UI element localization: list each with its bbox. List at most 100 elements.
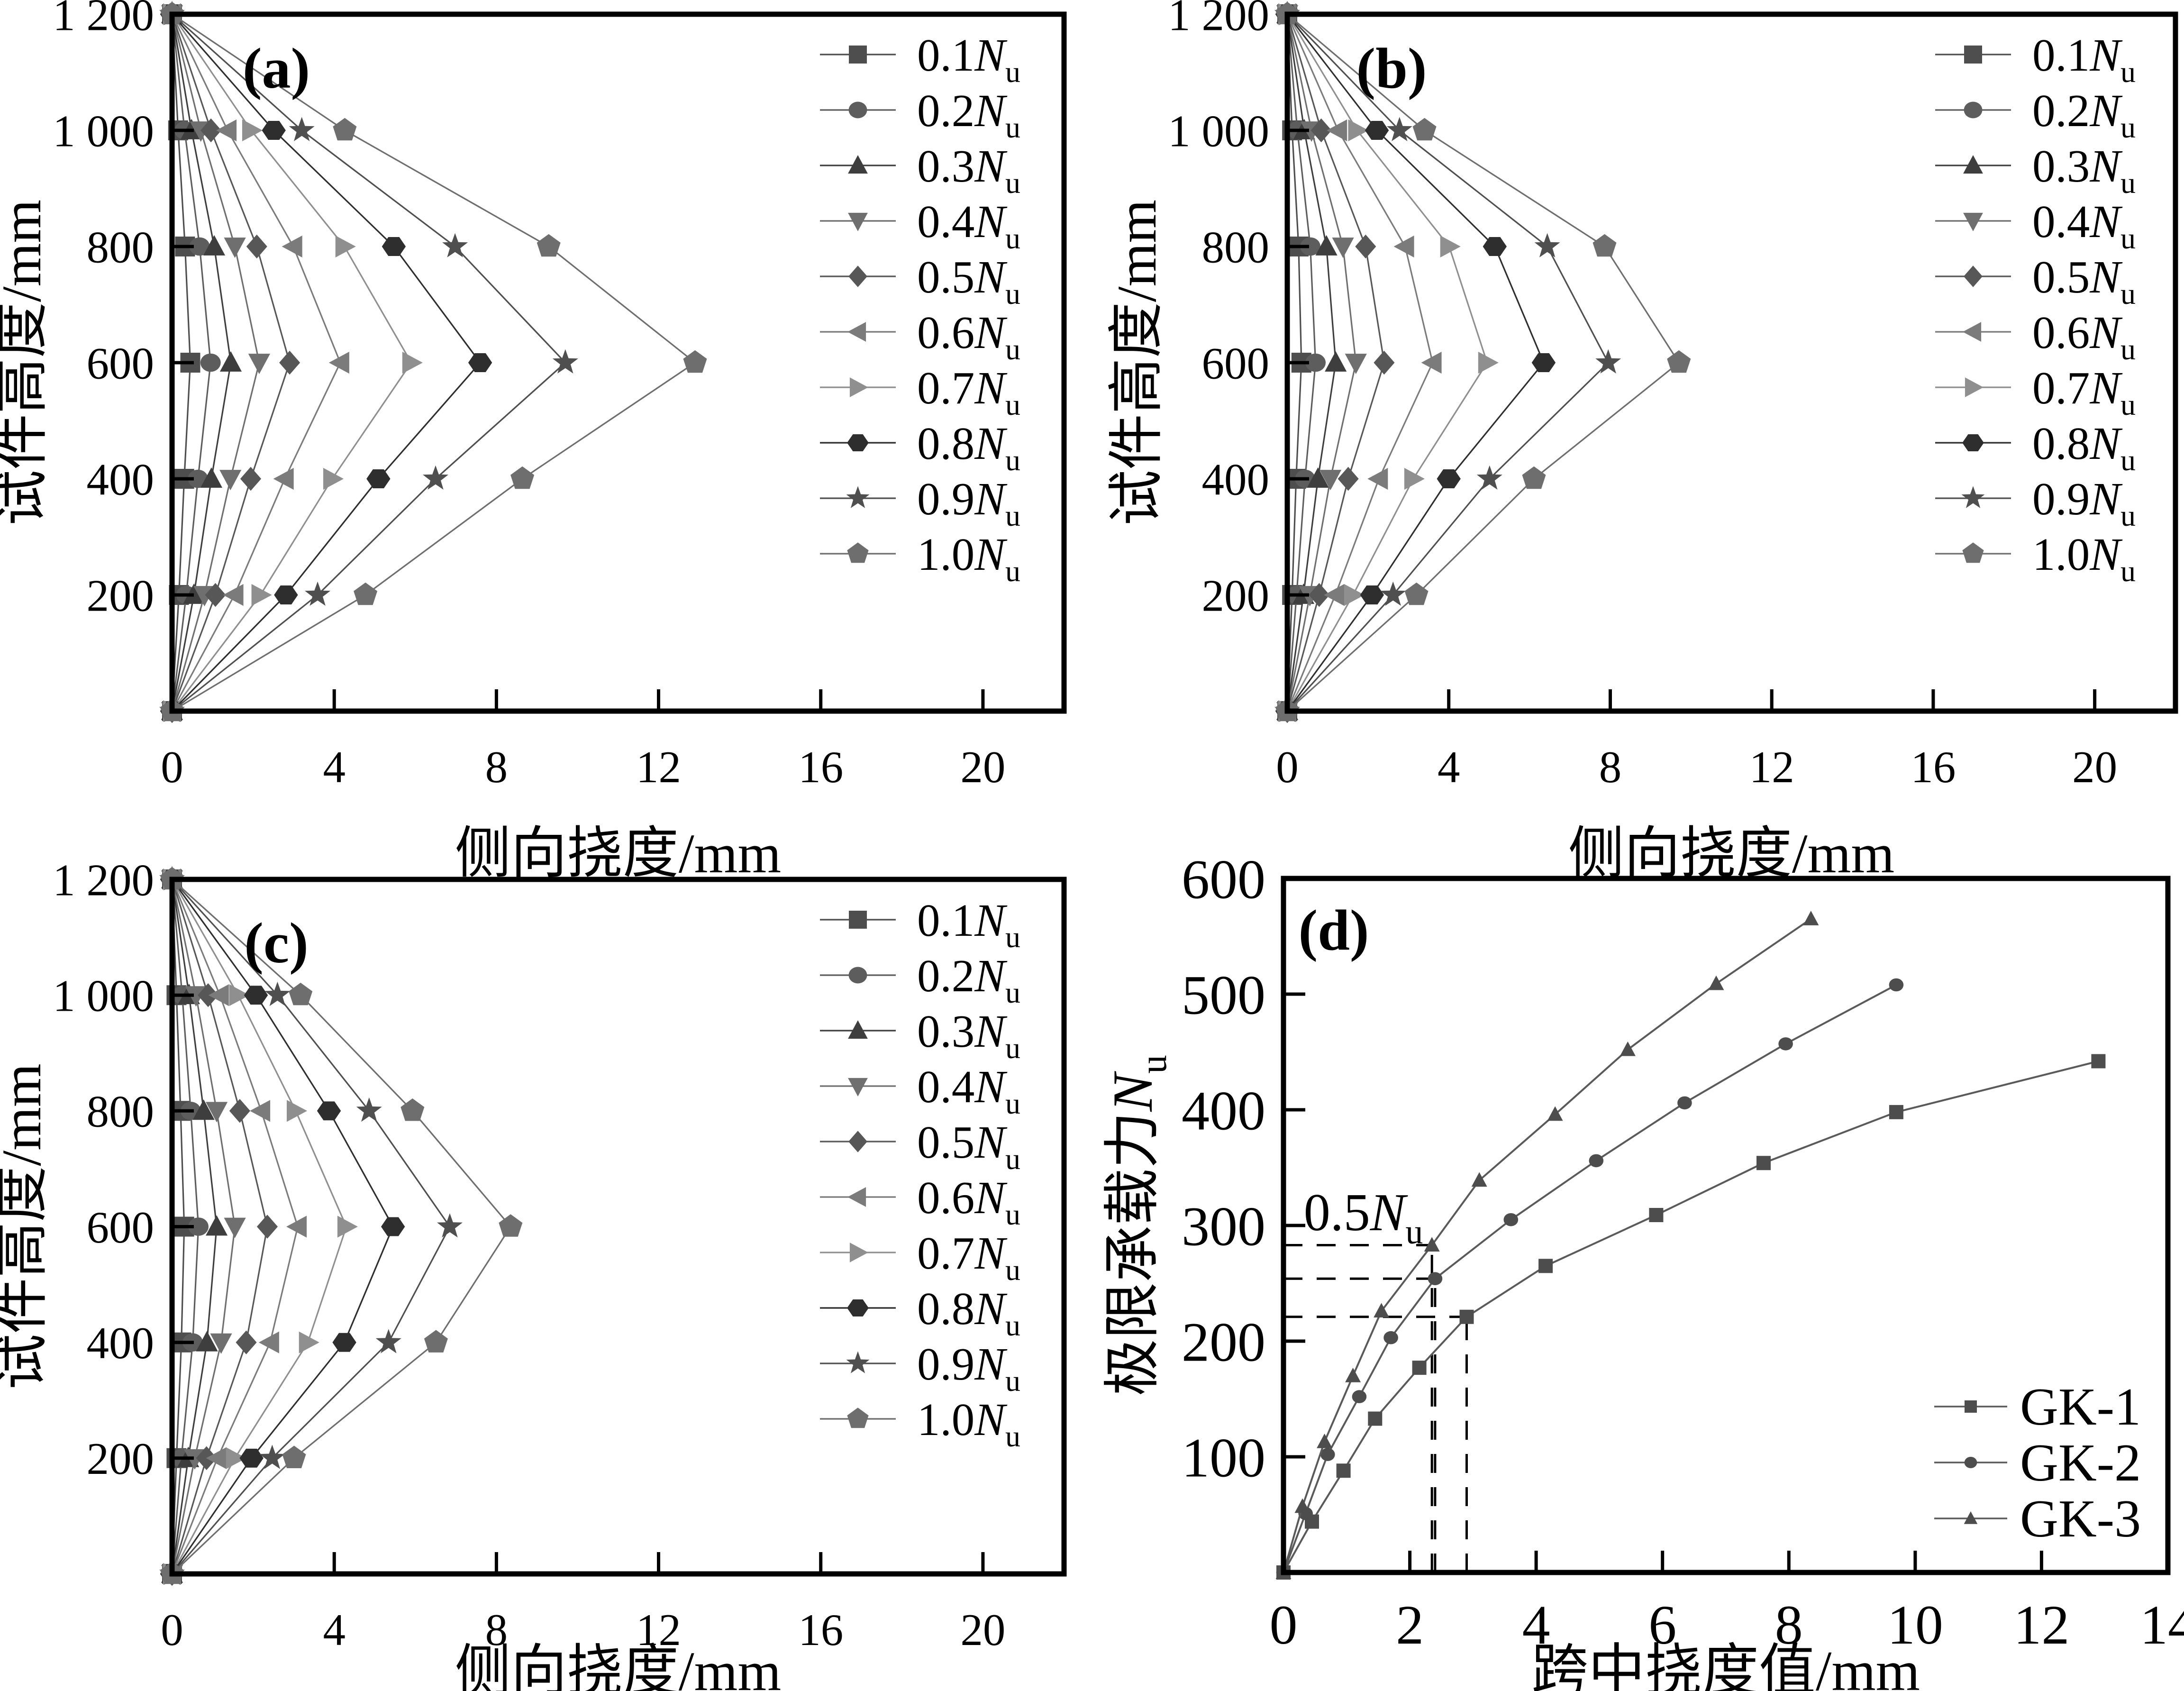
y-tick-label: 1 000	[53, 106, 154, 156]
x-tick-label: 8	[485, 742, 508, 792]
legend-marker-triangle-up	[1963, 155, 1983, 174]
legend-marker-triangle-right	[849, 377, 868, 397]
x-tick-label: 4	[1522, 1594, 1550, 1656]
legend-label: 0.8Nu	[917, 1283, 1020, 1342]
x-tick-label: 2	[1396, 1594, 1424, 1656]
legend-item-0.7Nu: 0.7Nu	[820, 1228, 1020, 1287]
marker-pentagon	[289, 982, 313, 1005]
x-tick-label: 0	[1270, 1594, 1298, 1656]
marker-star	[1595, 349, 1621, 374]
legend-marker-triangle-up	[848, 1020, 868, 1039]
panel-b: 0 4 8 12 16 20 200 400 600 800 1 000 1 200 侧向挠度/mm 试件…	[1106, 0, 2178, 885]
y-tick-label: 1 200	[1168, 0, 1269, 40]
marker-circle	[188, 1217, 209, 1236]
series-line-1.0	[172, 13, 697, 712]
x-tick-label: 0	[161, 1605, 183, 1655]
legend-label: GK-3	[2020, 1490, 2141, 1548]
legend-label: GK-2	[2020, 1434, 2141, 1492]
marker-star	[1534, 233, 1560, 257]
marker-triangle-right	[299, 1331, 319, 1353]
marker-circle	[1677, 1096, 1692, 1110]
marker-star	[264, 981, 291, 1006]
legend-marker-square	[849, 911, 867, 929]
legend-item-0.1Nu: 0.1Nu	[820, 30, 1020, 89]
y-tick-label: 500	[1182, 964, 1265, 1026]
x-tick-label: 8	[1775, 1594, 1803, 1656]
marker-hexagon	[1531, 353, 1556, 372]
marker-diamond	[1309, 583, 1330, 607]
marker-triangle-down	[210, 1333, 232, 1354]
legend-label: 0.8Nu	[917, 418, 1020, 477]
legend-marker-triangle-down	[848, 212, 868, 231]
marker-hexagon	[366, 469, 391, 488]
legend-item-0.3Nu: 0.3Nu	[820, 1006, 1020, 1065]
legend-item-0.8Nu: 0.8Nu	[820, 418, 1020, 477]
legend-label: 0.5Nu	[917, 1117, 1020, 1176]
marker-triangle-up	[206, 1215, 228, 1236]
marker-pentagon	[537, 234, 561, 257]
legend-item-GK-2: GK-2	[1934, 1434, 2141, 1492]
x-axis-label: 侧向挠度/mm	[455, 823, 781, 885]
x-axis-label: 侧向挠度/mm	[1568, 823, 1894, 885]
legend-label: 0.1Nu	[2032, 30, 2136, 89]
marker-pentagon	[683, 350, 707, 373]
marker-hexagon	[1437, 469, 1461, 488]
marker-diamond	[256, 1215, 278, 1239]
marker-triangle-up	[219, 351, 242, 372]
marker-pentagon	[1522, 466, 1546, 489]
marker-hexagon	[239, 1448, 264, 1468]
y-tick-label: 800	[87, 222, 155, 272]
x-tick-label: 12	[636, 1605, 681, 1655]
marker-triangle-left	[282, 235, 302, 258]
marker-diamond	[200, 118, 222, 143]
legend-label: 0.9Nu	[2032, 474, 2136, 532]
marker-square	[2091, 1054, 2106, 1069]
marker-triangle-down	[224, 1217, 246, 1238]
marker-triangle-up	[1345, 1367, 1361, 1382]
marker-triangle-down	[1345, 354, 1367, 375]
legend-marker-triangle-right	[1965, 377, 1984, 397]
marker-triangle-down	[1320, 470, 1342, 491]
legend-marker-triangle-right	[849, 1243, 868, 1262]
y-axis-label: 极限承载力Nu	[1101, 1055, 1174, 1396]
legend-marker-diamond	[848, 1131, 867, 1152]
marker-diamond	[198, 983, 219, 1007]
marker-hexagon	[468, 353, 492, 372]
marker-square	[1368, 1411, 1383, 1426]
marker-hexagon	[274, 585, 298, 604]
marker-triangle-left	[1327, 119, 1347, 142]
legend-item-0.1Nu: 0.1Nu	[1935, 30, 2136, 89]
marker-triangle-down	[248, 354, 270, 375]
marker-triangle-left	[286, 1216, 307, 1238]
legend-marker-circle	[1964, 1457, 1977, 1468]
marker-pentagon	[354, 582, 378, 605]
legend-item-0.6Nu: 0.6Nu	[1935, 307, 2136, 366]
panel-tag-a: (a)	[243, 37, 310, 101]
y-tick-label: 1 000	[53, 970, 154, 1021]
y-tick-label: 600	[1202, 338, 1270, 388]
legend-label: 0.6Nu	[917, 307, 1020, 366]
marker-circle	[200, 353, 221, 372]
legend-item-0.5Nu: 0.5Nu	[820, 252, 1020, 311]
x-tick-label: 0	[161, 742, 183, 792]
marker-hexagon	[262, 121, 286, 140]
legend-item-0.9Nu: 0.9Nu	[820, 1339, 1020, 1398]
marker-hexagon	[317, 1101, 341, 1121]
marker-triangle-left	[223, 584, 244, 606]
legend-label: 0.5Nu	[2032, 252, 2136, 311]
marker-square	[1649, 1208, 1664, 1222]
marker-triangle-right	[1344, 584, 1365, 606]
y-tick-label: 800	[87, 1087, 155, 1137]
legend-label: GK-1	[2020, 1378, 2141, 1436]
legend-item-GK-1: GK-1	[1934, 1378, 2141, 1436]
legend-marker-triangle-down	[848, 1078, 868, 1097]
legend-marker-star	[846, 1351, 870, 1373]
legend-item-0.3Nu: 0.3Nu	[1935, 141, 2136, 200]
legend-label: 1.0Nu	[917, 529, 1020, 588]
marker-triangle-up	[1620, 1041, 1636, 1056]
marker-triangle-left	[1324, 584, 1345, 606]
marker-circle	[1320, 1448, 1335, 1461]
legend-item-0.8Nu: 0.8Nu	[1935, 418, 2136, 477]
